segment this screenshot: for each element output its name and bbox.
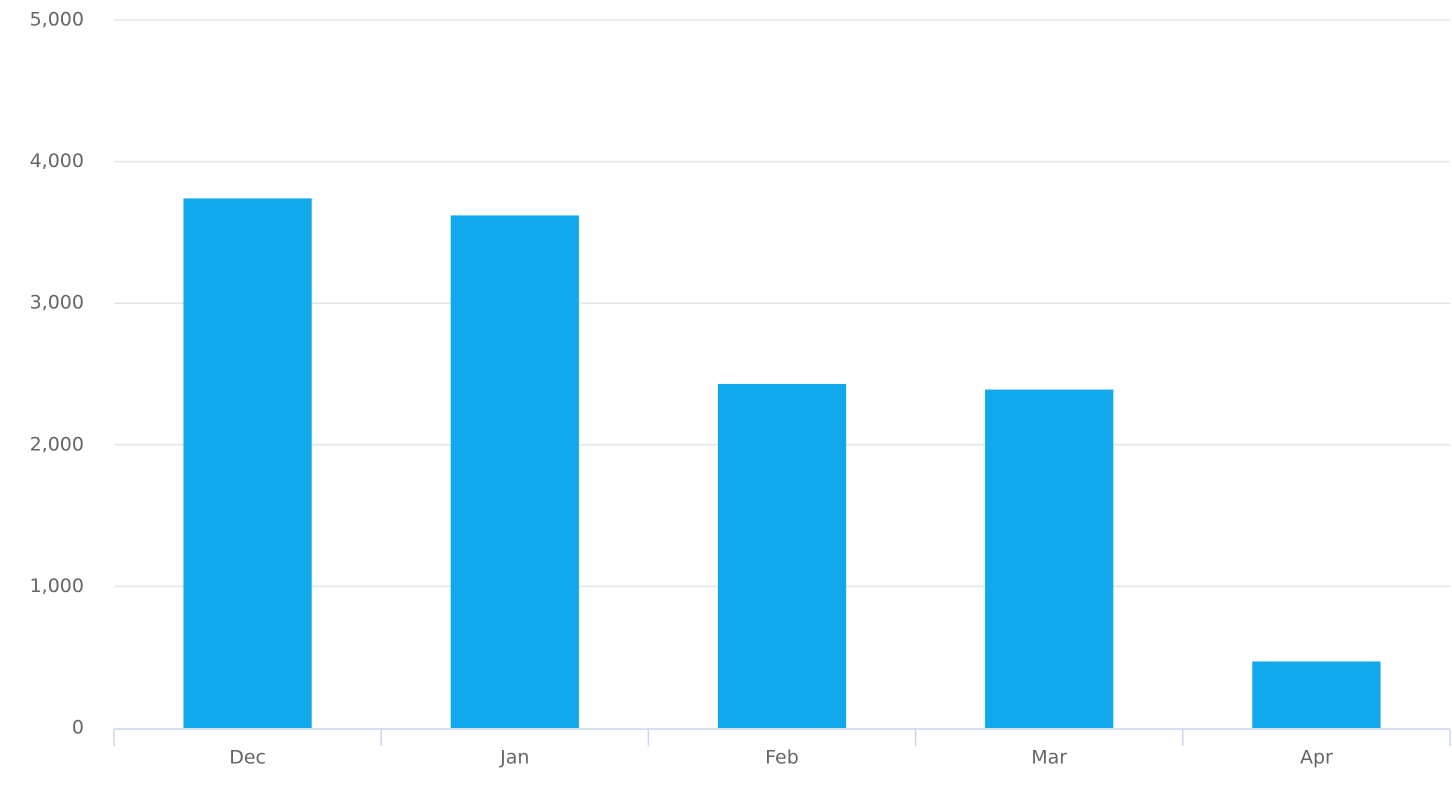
bar	[183, 198, 312, 728]
y-tick-label: 3,000	[30, 292, 84, 314]
bar	[1252, 661, 1381, 728]
bar	[450, 215, 579, 728]
y-tick-label: 4,000	[30, 150, 84, 172]
bar	[717, 383, 847, 728]
bar	[985, 389, 1114, 728]
x-tick-label: Dec	[229, 747, 266, 769]
x-tick-label: Mar	[1031, 747, 1067, 769]
x-tick-label: Apr	[1300, 747, 1333, 769]
y-tick-label: 1,000	[30, 575, 84, 597]
y-tick-label: 0	[72, 717, 84, 739]
y-tick-label: 2,000	[30, 433, 84, 455]
x-tick-label: Feb	[765, 747, 799, 769]
y-tick-label: 5,000	[30, 9, 84, 31]
x-tick-label: Jan	[499, 747, 529, 769]
